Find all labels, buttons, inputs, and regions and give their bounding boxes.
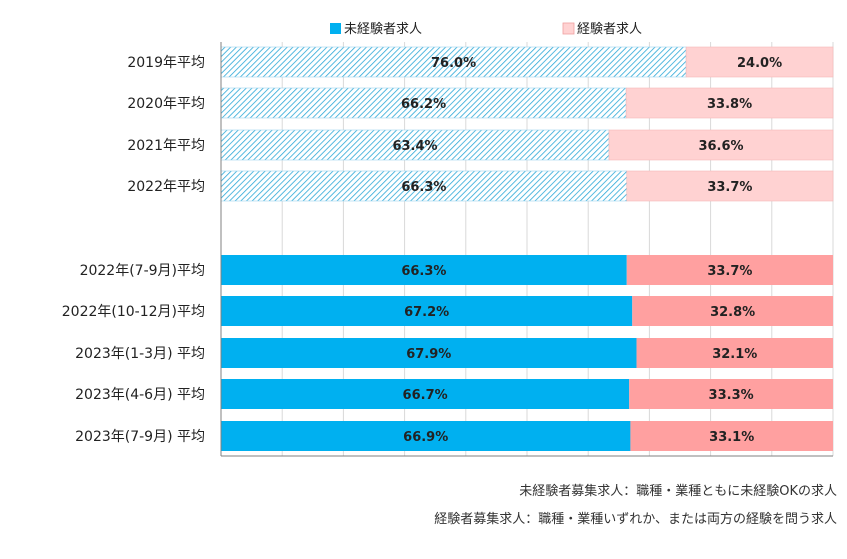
note-unexperienced-definition: 未経験者募集求人：職種・業種ともに未経験OKの求人 xyxy=(519,484,837,499)
category-label: 2023年(7-9月) 平均 xyxy=(75,429,205,445)
bar-unexperienced xyxy=(221,338,637,368)
data-label-experienced: 33.1% xyxy=(709,430,754,445)
data-label-unexperienced: 66.3% xyxy=(401,264,446,279)
bar-unexperienced xyxy=(220,129,610,161)
legend-swatch-unexperienced xyxy=(330,23,341,34)
category-label: 2023年(4-6月) 平均 xyxy=(75,387,205,403)
axis xyxy=(220,42,833,457)
data-label-experienced: 32.1% xyxy=(712,347,757,362)
bar-experienced xyxy=(625,87,834,119)
category-labels: 2019年平均 2020年平均 2021年平均 2022年平均 2022年(7-9月)平… xyxy=(62,55,205,445)
legend: 未経験者求人 経験者求人 xyxy=(330,22,642,37)
data-label-unexperienced: 66.3% xyxy=(401,180,446,195)
category-label: 2022年(10-12月)平均 xyxy=(62,304,205,320)
legend-label-unexperienced: 未経験者求人 xyxy=(344,22,422,37)
bar-experienced xyxy=(685,46,834,78)
data-label-experienced: 33.7% xyxy=(707,264,752,279)
data-label-unexperienced: 67.2% xyxy=(404,305,449,320)
bar-unexperienced xyxy=(221,421,631,451)
data-label-experienced: 32.8% xyxy=(710,305,755,320)
bar-unexperienced xyxy=(220,87,627,119)
bar-unexperienced xyxy=(220,170,628,202)
bar-unexperienced xyxy=(221,296,633,326)
data-label-unexperienced: 63.4% xyxy=(392,139,437,154)
category-label: 2019年平均 xyxy=(127,55,205,71)
bar-experienced xyxy=(632,296,833,326)
bar-experienced xyxy=(626,255,833,285)
category-label: 2022年平均 xyxy=(127,179,205,195)
data-label-unexperienced: 76.0% xyxy=(431,56,476,71)
data-label-unexperienced: 66.2% xyxy=(401,97,446,112)
data-label-experienced: 33.7% xyxy=(707,180,752,195)
data-label-experienced: 33.8% xyxy=(707,97,752,112)
category-label: 2021年平均 xyxy=(127,138,205,154)
data-label-unexperienced: 66.9% xyxy=(403,430,448,445)
legend-label-experienced: 経験者求人 xyxy=(577,22,642,37)
bar-experienced xyxy=(608,129,834,161)
category-label: 2022年(7-9月)平均 xyxy=(80,263,205,279)
data-label-unexperienced: 66.7% xyxy=(403,388,448,403)
bars: 76.0% 24.0% 66.2% 33.8% 63.4% 36.6% 66.3% 33.7%… xyxy=(220,46,834,451)
bar-experienced xyxy=(636,338,833,368)
legend-swatch-experienced xyxy=(562,22,575,35)
bar-unexperienced xyxy=(221,379,630,409)
bar-experienced xyxy=(629,379,833,409)
data-label-experienced: 33.3% xyxy=(709,388,754,403)
data-label-unexperienced: 67.9% xyxy=(406,347,451,362)
data-label-experienced: 36.6% xyxy=(698,139,743,154)
bar-experienced xyxy=(630,421,833,451)
note-experienced-definition: 経験者募集求人：職種・業種いずれか、または両方の経験を問う求人 xyxy=(434,512,837,527)
bar-unexperienced xyxy=(221,255,627,285)
category-label: 2023年(1-3月) 平均 xyxy=(75,346,205,362)
data-label-experienced: 24.0% xyxy=(737,56,782,71)
bar-experienced xyxy=(626,170,834,202)
category-label: 2020年平均 xyxy=(127,96,205,112)
